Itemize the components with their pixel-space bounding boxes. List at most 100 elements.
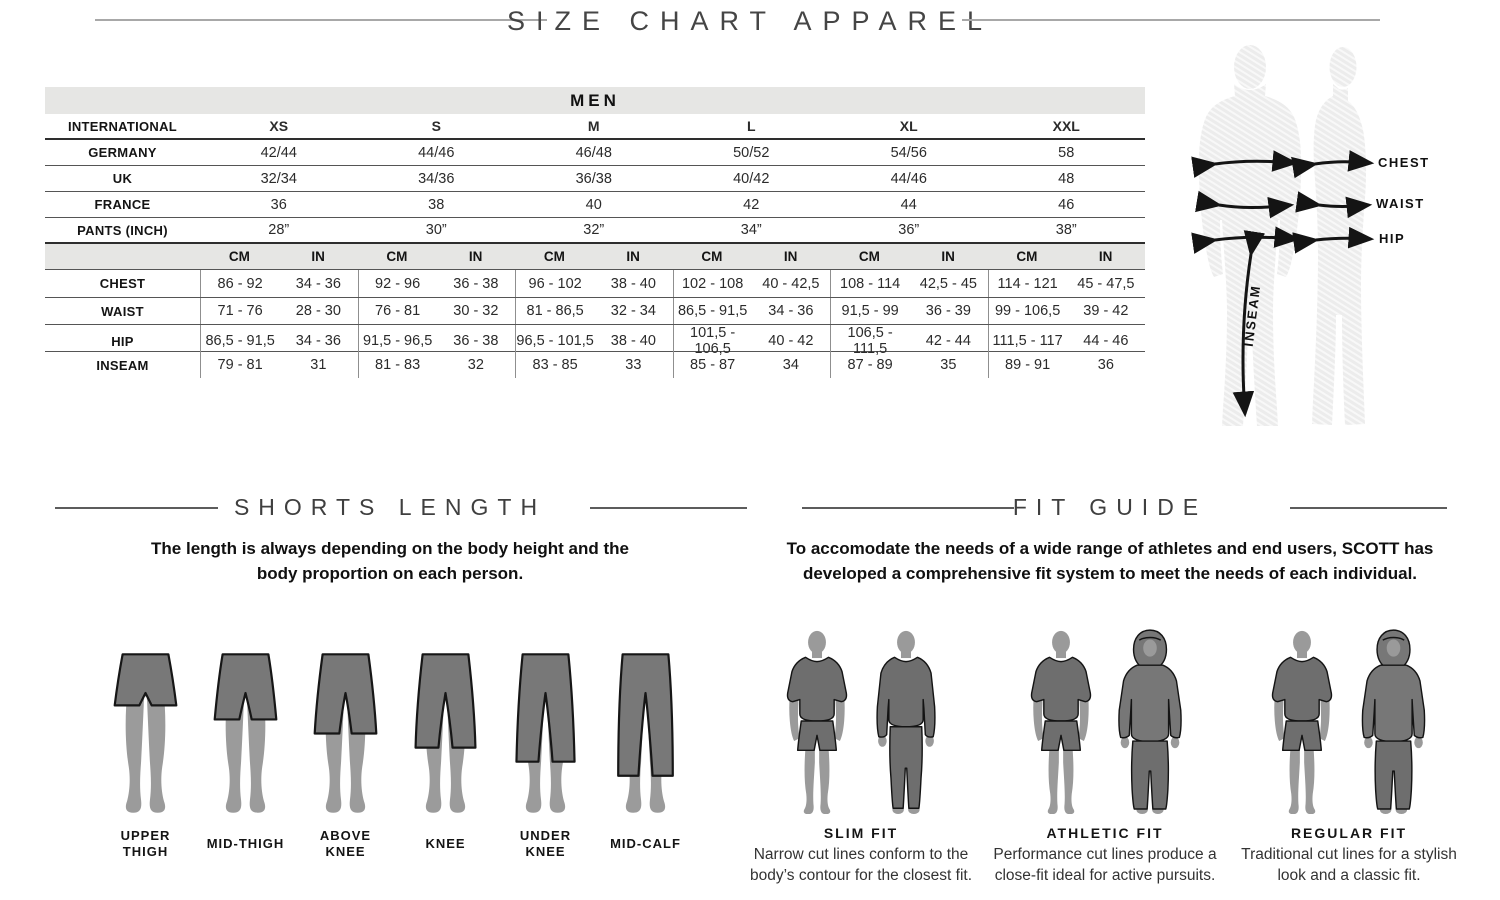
measure-group: 99 - 106,5 39 - 42 xyxy=(987,298,1146,324)
measure-group: 114 - 121 45 - 47,5 xyxy=(987,270,1146,297)
table-cell: 34 - 36 xyxy=(295,275,341,292)
table-cell: 38 xyxy=(428,196,445,213)
table-cell: 89 - 91 xyxy=(1005,357,1051,373)
unit-group: CM IN xyxy=(830,249,988,264)
table-cell: 92 - 96 xyxy=(375,275,421,292)
table-cell: 32” xyxy=(583,222,605,238)
shorts-section-title: SHORTS LENGTH xyxy=(233,494,547,520)
row-label: UK xyxy=(112,171,133,186)
table-cell: 46/48 xyxy=(575,144,612,161)
measure-group: 83 - 85 33 xyxy=(515,352,673,378)
measure-group: 96,5 - 101,5 38 - 40 xyxy=(515,325,673,357)
unit-in: IN xyxy=(468,249,483,264)
inseam-arrow-icon xyxy=(1232,230,1266,418)
table-cell: 36 - 39 xyxy=(925,303,971,319)
row-label: WAIST xyxy=(101,303,144,319)
table-cell: 42,5 - 45 xyxy=(919,275,977,292)
diagram-label-hip: HIP xyxy=(1379,231,1406,246)
table-cell: 36 - 38 xyxy=(453,333,499,349)
fit-subtitle: To accomodate the needs of a wide range … xyxy=(786,539,1434,583)
row-label: CHEST xyxy=(99,276,146,291)
table-header-units: CM IN CM IN CM IN CM IN CM IN CM IN xyxy=(45,244,1145,270)
table-cell: 46 xyxy=(1058,196,1075,213)
unit-cm: CM xyxy=(228,249,250,264)
hip-arrow-side-icon xyxy=(1292,226,1375,254)
table-cell: 42 - 44 xyxy=(925,333,971,349)
measure-group: 76 - 81 30 - 32 xyxy=(357,298,516,324)
table-cell: 96,5 - 101,5 xyxy=(516,333,594,349)
regular-fit-back-figure xyxy=(1361,629,1426,814)
table-cell: 39 - 42 xyxy=(1083,303,1129,319)
table-cell: 34 xyxy=(782,357,799,373)
waist-arrow-side-icon xyxy=(1295,191,1373,219)
measure-group: 71 - 76 28 - 30 xyxy=(200,298,358,324)
row-label: INSEAM xyxy=(96,357,149,373)
side-silhouette-body xyxy=(1312,84,1367,425)
measure-group: 102 - 108 40 - 42,5 xyxy=(672,270,831,297)
table-cell: 30” xyxy=(425,222,447,238)
table-cell: 111,5 - 117 xyxy=(992,333,1063,349)
table-row-france: FRANCE 36 38 40 42 44 46 xyxy=(45,192,1145,218)
table-cell: XL xyxy=(899,118,918,134)
measure-group: 87 - 89 35 xyxy=(830,352,988,378)
table-cell: 91,5 - 99 xyxy=(841,303,899,319)
unit-group: CM IN xyxy=(988,249,1146,264)
measure-group: 92 - 96 36 - 38 xyxy=(357,270,516,297)
table-cell: 101,5 - 106,5 xyxy=(690,325,736,357)
table-cell: 58 xyxy=(1058,144,1075,161)
diagram-label-chest: CHEST xyxy=(1378,155,1430,170)
table-cell: 34 - 36 xyxy=(295,333,341,349)
fit-section-title: FIT GUIDE xyxy=(1012,494,1208,520)
table-cell: 40/42 xyxy=(733,170,770,187)
table-cell: 28” xyxy=(268,222,290,238)
table-row-germany: GERMANY 42/44 44/46 46/48 50/52 54/56 58 xyxy=(45,140,1145,166)
shorts-figure-mid-thigh xyxy=(213,653,278,813)
shorts-figure-upper-thigh xyxy=(113,653,178,813)
title-rule-right xyxy=(962,19,1380,21)
table-cell: 38 - 40 xyxy=(610,333,656,349)
front-silhouette-head xyxy=(1234,45,1266,89)
table-cell: 34 - 36 xyxy=(768,303,814,319)
row-label: PANTS (INCH) xyxy=(77,222,168,238)
diagram-label-waist: WAIST xyxy=(1376,196,1425,211)
table-cell: 102 - 108 xyxy=(681,275,744,292)
table-cell: 36” xyxy=(898,222,920,238)
measure-group: 108 - 114 42,5 - 45 xyxy=(830,270,988,297)
table-cell: 108 - 114 xyxy=(840,275,901,292)
row-label: HIP xyxy=(111,333,134,349)
unit-group: CM IN xyxy=(673,249,831,264)
shorts-label: UPPER THIGH xyxy=(120,828,171,859)
table-cell: 36 xyxy=(270,196,287,213)
table-cell: 32 - 34 xyxy=(610,303,656,319)
measure-group: 106,5 - 111,5 42 - 44 xyxy=(830,325,988,357)
shorts-figure-above-knee xyxy=(313,653,378,813)
shorts-variant-above-knee: ABOVE KNEE xyxy=(298,642,393,864)
fit-column-regular: REGULAR FIT Traditional cut lines for a … xyxy=(1230,628,1468,886)
table-cell: 38” xyxy=(1055,222,1077,238)
table-cell: 44/46 xyxy=(890,170,927,187)
unit-cm: CM xyxy=(701,249,723,264)
row-label: FRANCE xyxy=(94,197,151,212)
fit-description: Narrow cut lines conform to the body’s c… xyxy=(750,846,972,884)
fit-description: Performance cut lines produce a close-fi… xyxy=(993,846,1217,884)
measure-group: 81 - 86,5 32 - 34 xyxy=(515,298,673,324)
fit-name: REGULAR FIT xyxy=(1290,825,1408,841)
table-cell: 36 - 38 xyxy=(453,275,499,292)
table-cell: 86,5 - 91,5 xyxy=(205,333,275,349)
side-silhouette-head xyxy=(1329,47,1357,87)
unit-cm: CM xyxy=(1016,249,1038,264)
measurement-diagram xyxy=(1191,45,1375,426)
table-cell: 32 xyxy=(467,357,484,373)
measure-group: 86 - 92 34 - 36 xyxy=(200,270,358,297)
measure-group: 96 - 102 38 - 40 xyxy=(515,270,673,297)
unit-in: IN xyxy=(626,249,640,264)
table-cell: 50/52 xyxy=(733,144,770,161)
table-row-uk: UK 32/34 34/36 36/38 40/42 44/46 48 xyxy=(45,166,1145,192)
table-cell: 76 - 81 xyxy=(375,303,421,319)
table-cell: 34” xyxy=(740,222,762,238)
shorts-rule-left xyxy=(55,507,218,509)
table-cell: L xyxy=(746,118,756,134)
unit-cm: CM xyxy=(858,249,880,264)
chest-arrow-front-icon xyxy=(1191,150,1299,178)
